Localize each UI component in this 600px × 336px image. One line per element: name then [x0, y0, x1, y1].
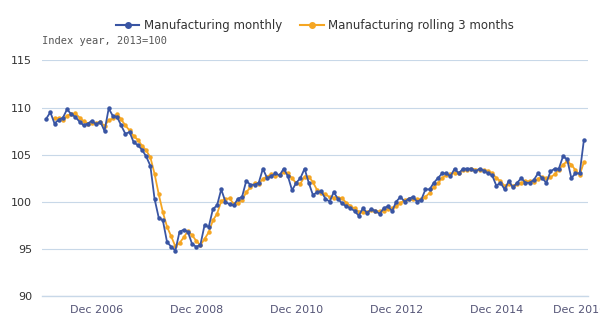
Text: Index year, 2013=100: Index year, 2013=100: [42, 36, 167, 46]
Legend: Manufacturing monthly, Manufacturing rolling 3 months: Manufacturing monthly, Manufacturing rol…: [111, 15, 519, 37]
